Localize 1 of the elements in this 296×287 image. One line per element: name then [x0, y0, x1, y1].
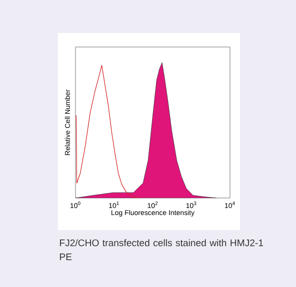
text: FJ2/CHO transfected cells stained with HMJ2-1 PE	[60, 239, 264, 260]
